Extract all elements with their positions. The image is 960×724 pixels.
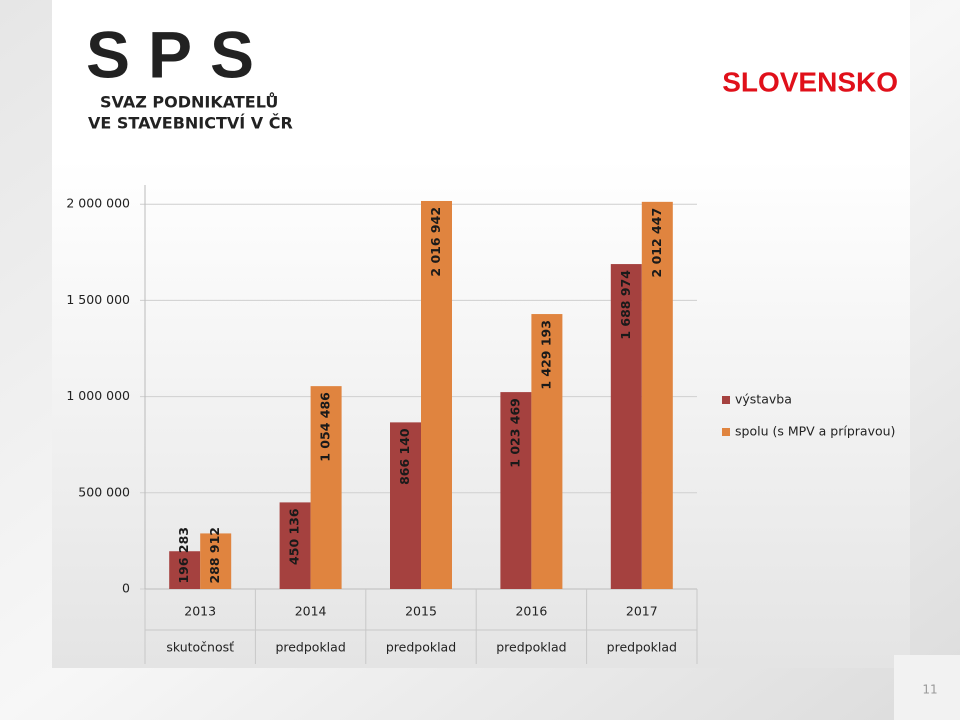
bar bbox=[531, 314, 563, 589]
value-label: 1 688 974 bbox=[618, 270, 633, 340]
page-number: 11 bbox=[922, 683, 937, 697]
bar bbox=[279, 502, 311, 589]
logo: S P S bbox=[86, 17, 254, 91]
bar bbox=[169, 551, 201, 589]
chart-panel bbox=[52, 160, 910, 668]
value-label: 2 016 942 bbox=[428, 207, 443, 277]
value-label: 1 429 193 bbox=[538, 320, 553, 390]
bar bbox=[641, 201, 673, 589]
logo-letter: P bbox=[148, 17, 192, 91]
bar bbox=[390, 422, 421, 589]
x-tick-label: 2017 bbox=[626, 604, 658, 619]
legend-swatch bbox=[722, 428, 730, 436]
bar bbox=[610, 264, 642, 589]
y-tick-label: 500 000 bbox=[78, 484, 130, 499]
legend-label: spolu (s MPV a prípravou) bbox=[735, 424, 895, 439]
y-tick-label: 1 000 000 bbox=[66, 388, 130, 403]
org-name: VE STAVEBNICTVÍ V ČR bbox=[88, 114, 293, 133]
value-label: 288 912 bbox=[207, 527, 222, 584]
x-category-note: predpoklad bbox=[275, 640, 345, 655]
x-category-note: predpoklad bbox=[496, 640, 566, 655]
x-tick-label: 2014 bbox=[295, 604, 327, 619]
bar bbox=[200, 533, 232, 589]
legend-swatch bbox=[722, 396, 730, 404]
x-category-note: predpoklad bbox=[386, 640, 456, 655]
y-tick-label: 0 bbox=[122, 581, 130, 596]
org-name: SVAZ PODNIKATELŮ bbox=[100, 93, 278, 112]
x-tick-label: 2015 bbox=[405, 604, 437, 619]
legend-label: výstavba bbox=[735, 392, 792, 407]
bar bbox=[421, 200, 452, 590]
value-label: 1 023 469 bbox=[507, 398, 522, 468]
y-tick-label: 2 000 000 bbox=[66, 196, 130, 211]
value-label: 866 140 bbox=[397, 428, 412, 485]
slide-heading: SLOVENSKO bbox=[722, 66, 898, 97]
logo-letter: S bbox=[86, 17, 130, 91]
bar bbox=[500, 392, 532, 589]
x-category-note: predpoklad bbox=[607, 640, 677, 655]
value-label: 1 054 486 bbox=[318, 392, 333, 462]
value-label: 450 136 bbox=[287, 508, 302, 565]
page-box bbox=[894, 655, 960, 720]
x-category-note: skutočnosť bbox=[166, 640, 234, 655]
x-tick-label: 2013 bbox=[184, 604, 216, 619]
x-tick-label: 2016 bbox=[515, 604, 547, 619]
header-band bbox=[52, 0, 910, 160]
value-label: 2 012 447 bbox=[649, 208, 664, 278]
logo-letter: S bbox=[210, 17, 254, 91]
bar bbox=[310, 386, 342, 589]
value-label: 196 283 bbox=[176, 527, 191, 584]
y-tick-label: 1 500 000 bbox=[66, 292, 130, 307]
